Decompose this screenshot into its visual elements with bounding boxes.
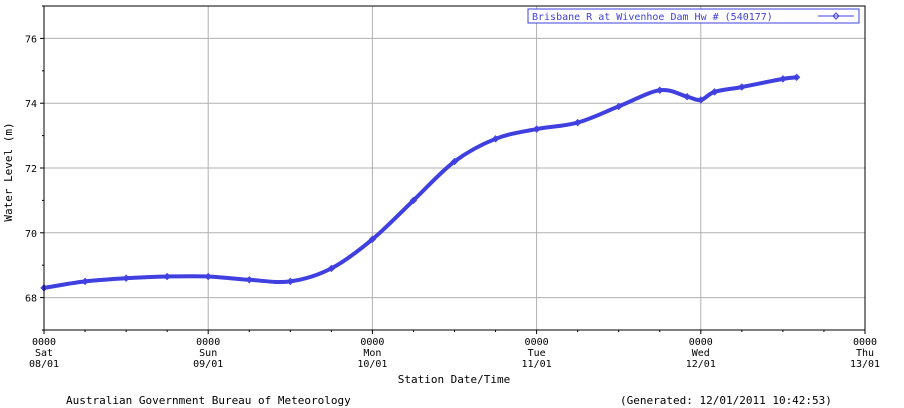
legend-marker	[832, 12, 840, 20]
y-tick-label: 72	[25, 164, 37, 175]
data-point-marker	[204, 272, 212, 281]
x-tick-label-day: Thu	[856, 348, 874, 359]
series-line-0	[42, 75, 799, 290]
data-point-marker	[163, 272, 171, 281]
data-point-marker	[245, 276, 253, 284]
x-tick-label-time: 0000	[689, 337, 713, 348]
y-tick-label: 76	[25, 34, 37, 45]
y-tick-label: 70	[25, 229, 37, 240]
x-tick-label-time: 0000	[32, 337, 56, 348]
data-point-marker	[122, 274, 130, 282]
data-point-marker	[656, 86, 664, 94]
data-point-marker	[614, 102, 623, 111]
x-axis-title: Station Date/Time	[398, 373, 511, 386]
x-tick-label-time: 0000	[853, 337, 877, 348]
y-tick-label: 68	[25, 294, 37, 305]
y-axis-title: Water Level (m)	[2, 122, 15, 221]
x-axis-ticks: 0000Sat08/010000Sun09/010000Mon10/010000…	[29, 330, 880, 370]
legend-series-label: Brisbane R at Wivenhoe Dam Hw # (540177)	[532, 12, 773, 23]
x-tick-label-day: Tue	[528, 348, 546, 359]
data-point-marker	[81, 277, 89, 286]
data-point-marker	[738, 83, 746, 91]
x-tick-label-date: 12/01	[686, 359, 716, 370]
x-tick-label-time: 0000	[360, 337, 384, 348]
data-point-marker	[573, 118, 582, 127]
data-point-marker	[710, 88, 719, 96]
data-point-marker	[683, 93, 691, 101]
grid-lines	[44, 6, 865, 330]
y-tick-label: 74	[25, 99, 37, 110]
data-point-marker	[532, 125, 541, 133]
data-point-marker	[368, 235, 377, 243]
x-tick-label-time: 0000	[525, 337, 549, 348]
data-point-marker	[697, 96, 705, 104]
data-point-marker	[450, 157, 459, 166]
data-point-marker	[327, 264, 336, 273]
x-tick-label-date: 09/01	[193, 359, 223, 370]
y-axis-ticks: 68 70 72 74 76	[25, 5, 44, 331]
data-point-marker	[286, 277, 295, 286]
legend-box	[527, 8, 860, 24]
x-tick-label-day: Sun	[199, 348, 217, 359]
x-tick-label-day: Mon	[363, 348, 381, 359]
x-tick-label-date: 11/01	[522, 359, 552, 370]
footer-source: Australian Government Bureau of Meteorol…	[66, 394, 351, 407]
legend: Brisbane R at Wivenhoe Dam Hw # (540177)	[527, 8, 860, 24]
x-tick-label-date: 10/01	[357, 359, 387, 370]
x-tick-label-day: Sat	[35, 348, 53, 359]
x-tick-label-day: Wed	[692, 348, 710, 359]
footer-generated: (Generated: 12/01/2011 10:42:53)	[620, 394, 832, 407]
data-point-marker	[409, 196, 418, 205]
x-tick-label-date: 13/01	[850, 359, 880, 370]
data-point-marker	[491, 135, 500, 143]
x-tick-label-date: 08/01	[29, 359, 59, 370]
data-point-marker	[779, 75, 787, 83]
data-point-marker	[792, 73, 801, 81]
x-tick-label-time: 0000	[196, 337, 220, 348]
